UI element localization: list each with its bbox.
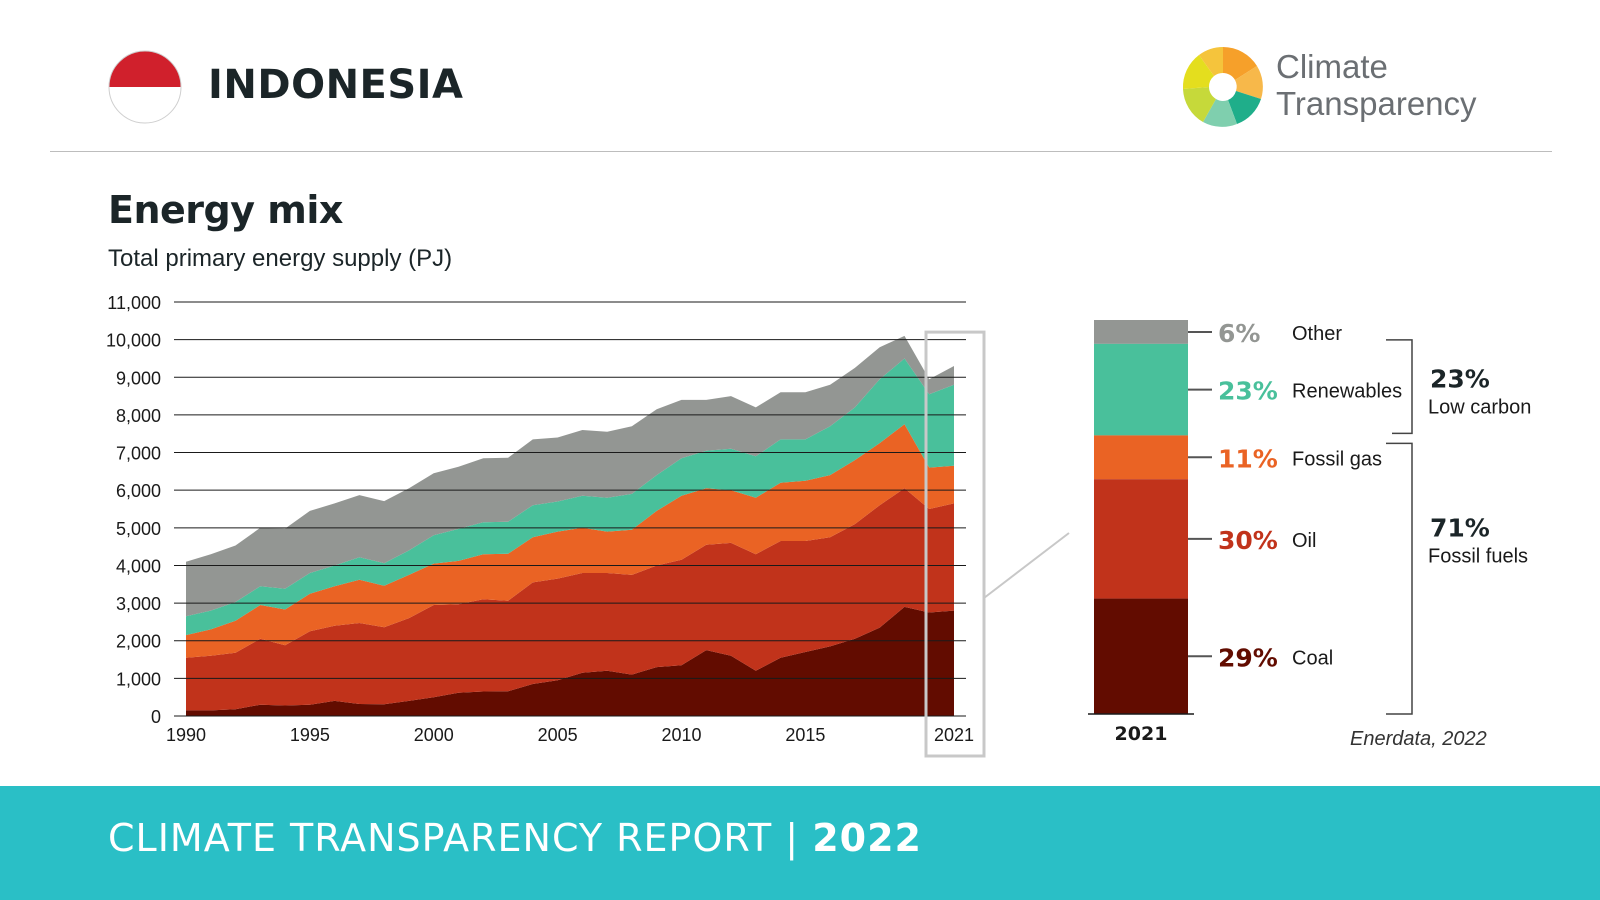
breakdown-segment-renewables (1094, 343, 1188, 436)
group-label-fossil-fuels: Fossil fuels (1428, 546, 1528, 568)
breakdown-segment-oil (1094, 479, 1188, 599)
footer-report-label: CLIMATE TRANSPARENCY REPORT | (108, 816, 813, 860)
header-divider (50, 151, 1552, 152)
y-tick-label: 11,000 (107, 293, 161, 313)
area-series-oil (186, 488, 954, 711)
connector-line (983, 532, 1070, 599)
x-tick-label: 2005 (538, 725, 578, 745)
x-tick-label: 2000 (414, 725, 454, 745)
x-tick-label: 1995 (290, 725, 330, 745)
y-tick-label: 4,000 (116, 556, 161, 576)
breakdown-category-label: Other (1292, 323, 1342, 345)
breakdown-pct-label: 6% (1218, 319, 1260, 348)
source-note: Enerdata, 2022 (1350, 728, 1487, 750)
logo-line-2: Transparency (1276, 85, 1477, 122)
highlight-box (924, 330, 986, 758)
y-tick-label: 9,000 (116, 368, 161, 388)
area-series-fossil-gas (186, 424, 954, 658)
breakdown-pct-label: 11% (1218, 444, 1278, 473)
y-tick-label: 7,000 (116, 444, 161, 464)
breakdown-year-label: 2021 (1115, 723, 1168, 745)
y-tick-label: 2,000 (116, 632, 161, 652)
low-carbon-bracket (1386, 339, 1413, 435)
y-tick-label: 6,000 (116, 481, 161, 501)
y-tick-label: 1,000 (116, 669, 161, 689)
climate-transparency-logo-icon (1182, 47, 1263, 127)
breakdown-segment-other (1094, 320, 1188, 344)
x-tick-label: 2010 (661, 725, 701, 745)
group-label-low-carbon: Low carbon (1428, 397, 1531, 419)
x-tick-label: 2021 (934, 725, 974, 745)
area-series-coal (186, 606, 954, 716)
group-pct-low-carbon: 23% (1430, 365, 1490, 394)
y-tick-label: 0 (151, 707, 161, 727)
x-tick-label: 1990 (166, 725, 206, 745)
indonesia-flag-icon (108, 50, 182, 124)
breakdown-category-label: Fossil gas (1292, 448, 1382, 470)
breakdown-pct-label: 23% (1218, 377, 1278, 406)
y-tick-label: 10,000 (106, 331, 161, 351)
logo-wordmark: Climate Transparency (1276, 48, 1477, 122)
breakdown-category-label: Renewables (1292, 381, 1402, 403)
country-name: INDONESIA (208, 62, 464, 108)
breakdown-category-label: Coal (1292, 647, 1333, 669)
chart-subtitle: Total primary energy supply (PJ) (108, 245, 453, 272)
y-tick-label: 5,000 (116, 519, 161, 539)
fossil-fuels-bracket (1386, 442, 1413, 715)
footer-year: 2022 (812, 816, 922, 860)
breakdown-pct-label: 30% (1218, 526, 1278, 555)
breakdown-pct-label: 29% (1218, 643, 1278, 672)
x-tick-label: 2015 (785, 725, 825, 745)
y-tick-label: 3,000 (116, 594, 161, 614)
chart-title: Energy mix (108, 188, 343, 232)
breakdown-segment-fossil-gas (1094, 435, 1188, 480)
logo-line-1: Climate (1276, 48, 1388, 85)
footer-bar: CLIMATE TRANSPARENCY REPORT | 2022 (0, 786, 1600, 900)
breakdown-category-label: Oil (1292, 530, 1316, 552)
y-tick-label: 8,000 (116, 406, 161, 426)
group-pct-fossil-fuels: 71% (1430, 514, 1490, 543)
footer-title: CLIMATE TRANSPARENCY REPORT | 2022 (108, 816, 922, 860)
area-series-other (186, 335, 954, 617)
breakdown-segment-coal (1094, 598, 1188, 714)
